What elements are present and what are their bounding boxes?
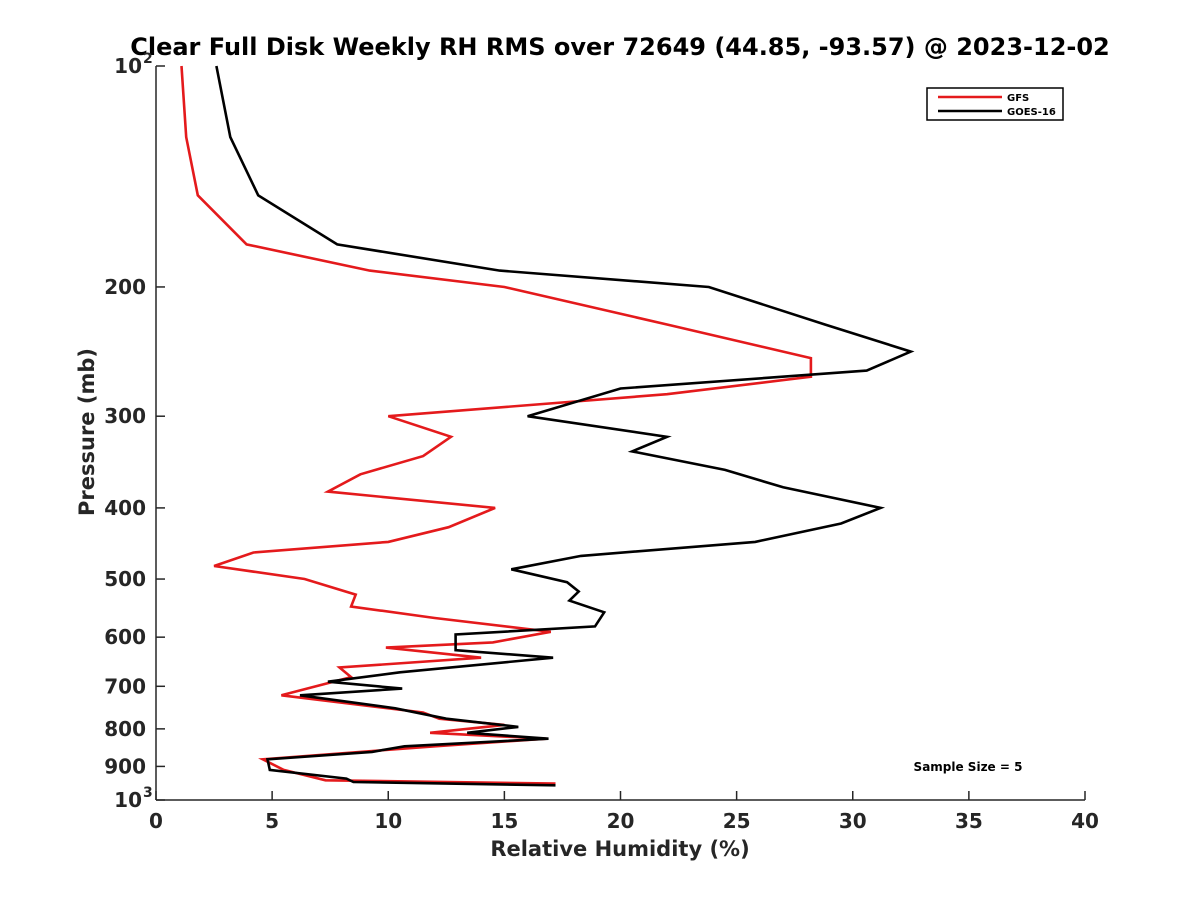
- x-tick-label: 10: [374, 809, 402, 833]
- legend-label: GOES-16: [1007, 107, 1056, 118]
- y-tick-label: 300: [104, 404, 146, 428]
- y-tick-label: 700: [104, 674, 146, 698]
- sample-size-annotation: Sample Size = 5: [914, 760, 1023, 774]
- legend: GFS GOES-16: [926, 87, 1064, 121]
- y-tick-label: 800: [104, 717, 146, 741]
- x-tick-label: 30: [839, 809, 867, 833]
- chart-title: Clear Full Disk Weekly RH RMS over 72649…: [130, 33, 1110, 61]
- series-line-goes-16: [215, 65, 915, 787]
- y-axis-label: Pressure (mb): [75, 348, 99, 516]
- x-tick-label: 5: [265, 809, 279, 833]
- series-line-gfs: [180, 65, 813, 785]
- legend-items: GFS GOES-16: [938, 93, 1056, 118]
- x-tick-label: 40: [1071, 809, 1099, 833]
- plot-area: 0 5 10 15 20 25 30 35 40 10 220030040050060070080…: [104, 51, 1099, 833]
- y-tick-label: 900: [104, 754, 146, 778]
- x-tick-label: 25: [723, 809, 751, 833]
- y-tick-exponent: 2: [143, 51, 153, 67]
- x-tick-label: 15: [490, 809, 518, 833]
- y-tick-label: 600: [104, 625, 146, 649]
- y-tick-label: 10: [114, 54, 142, 78]
- legend-label: GFS: [1007, 93, 1029, 104]
- y-tick-exponent: 3: [143, 785, 153, 801]
- y-tick-label: 200: [104, 275, 146, 299]
- x-axis-ticks: 0 5 10 15 20 25 30 35 40: [149, 791, 1099, 833]
- y-tick-label: 500: [104, 567, 146, 591]
- y-tick-label: 10: [114, 788, 142, 812]
- series-layer: [180, 65, 915, 787]
- x-axis-label: Relative Humidity (%): [490, 837, 749, 861]
- x-tick-label: 20: [607, 809, 635, 833]
- x-tick-label: 0: [149, 809, 163, 833]
- y-tick-label: 400: [104, 496, 146, 520]
- legend-box: [926, 87, 1064, 121]
- x-tick-label: 35: [955, 809, 983, 833]
